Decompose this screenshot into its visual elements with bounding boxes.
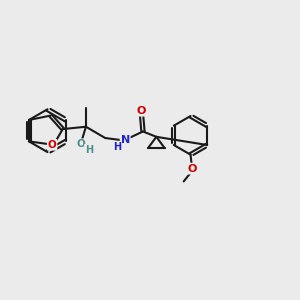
Text: O: O (48, 140, 56, 150)
Text: N: N (121, 135, 130, 145)
Text: O: O (76, 139, 85, 149)
Text: H: H (85, 145, 93, 155)
Text: H: H (113, 142, 121, 152)
Text: O: O (137, 106, 146, 116)
Text: O: O (187, 164, 197, 174)
